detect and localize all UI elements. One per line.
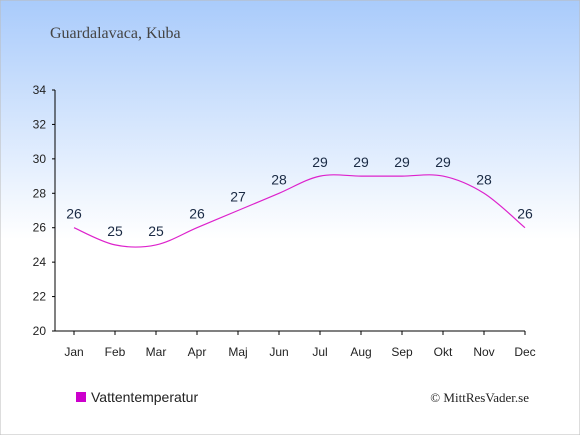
data-label: 29 — [435, 154, 451, 170]
data-label: 27 — [230, 189, 246, 205]
data-labels: 26 25 25 26 27 28 29 29 29 29 28 26 — [66, 154, 533, 239]
x-tick-label: Feb — [105, 345, 126, 359]
data-label: 28 — [476, 171, 492, 187]
legend-label: Vattentemperatur — [91, 389, 198, 405]
y-tick-label: 26 — [33, 221, 47, 235]
data-label: 26 — [66, 206, 82, 222]
axes: 20 22 24 26 28 30 32 34 Jan Feb Mar Apr Maj Jun Jul Aug… — [33, 83, 536, 359]
x-tick-label: Jul — [312, 345, 327, 359]
data-label: 25 — [107, 223, 123, 239]
data-label: 28 — [271, 171, 287, 187]
x-tick-label: Mar — [146, 345, 167, 359]
y-tick-label: 34 — [33, 83, 47, 97]
x-tick-label: Jan — [64, 345, 83, 359]
data-label: 26 — [517, 206, 533, 222]
x-tick-label: Jun — [269, 345, 288, 359]
x-tick-label: Maj — [228, 345, 247, 359]
data-label: 29 — [312, 154, 328, 170]
x-tick-label: Aug — [350, 345, 371, 359]
data-label: 25 — [148, 223, 164, 239]
y-tick-label: 24 — [33, 255, 47, 269]
y-tick-label: 32 — [33, 117, 47, 131]
x-tick-label: Nov — [473, 345, 494, 359]
x-tick-label: Sep — [391, 345, 413, 359]
x-tick-label: Dec — [514, 345, 535, 359]
credit-text: © MittResVader.se — [430, 390, 529, 405]
series-line-vattentemperatur — [73, 174, 526, 248]
y-tick-label: 30 — [33, 152, 47, 166]
y-tick-label: 28 — [33, 186, 47, 200]
data-label: 29 — [394, 154, 410, 170]
y-tick-label: 20 — [33, 324, 47, 338]
x-tick-label: Okt — [434, 345, 453, 359]
chart-title: Guardalavaca, Kuba — [50, 25, 181, 42]
data-label: 26 — [189, 206, 205, 222]
series-layer — [73, 174, 526, 248]
y-tick-label: 22 — [33, 290, 47, 304]
x-tick-label: Apr — [188, 345, 207, 359]
data-label: 29 — [353, 154, 369, 170]
legend-marker — [76, 392, 86, 402]
